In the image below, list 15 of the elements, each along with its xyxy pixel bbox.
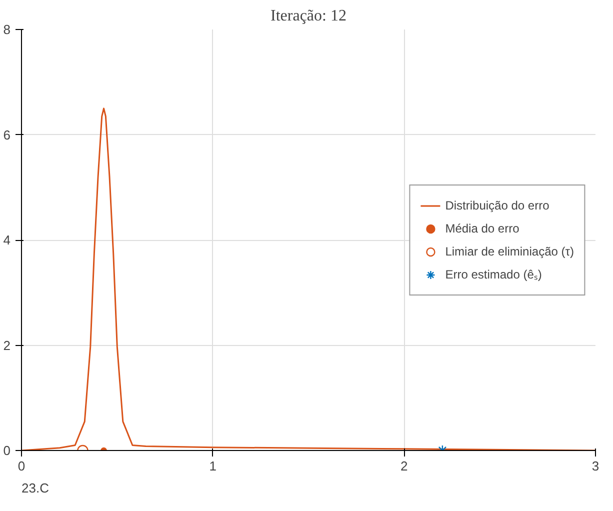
legend-label: Distribuição do erro <box>445 198 550 212</box>
legend-label: Limiar de eliminiação (τ) <box>445 244 574 258</box>
legend-label: Média do erro <box>445 221 520 235</box>
y-tick-label: 8 <box>3 22 11 37</box>
y-tick-label: 0 <box>3 443 11 458</box>
y-tick-label: 6 <box>3 127 11 142</box>
x-tick-label: 0 <box>18 458 26 474</box>
x-tick-label: 3 <box>592 458 600 474</box>
chart-title: Iteração: 12 <box>270 8 346 24</box>
y-tick-label: 2 <box>3 338 11 353</box>
y-tick-label: 4 <box>3 232 11 248</box>
x-tick-label: 1 <box>209 458 216 474</box>
x-tick-label: 2 <box>400 458 408 474</box>
text: 23.C <box>22 480 49 496</box>
legend-label: Erro estimado (êₛ) <box>445 266 542 282</box>
